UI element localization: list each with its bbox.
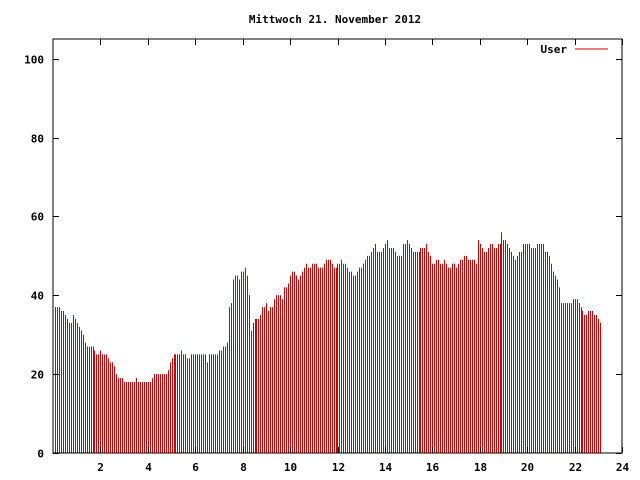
x-axis: 2 4 6 8 10 12 14 16 18 20 22 24 [97, 39, 629, 474]
plot-frame [52, 38, 623, 454]
x-tick-label: 16 [426, 461, 440, 474]
x-tick-label: 18 [474, 461, 487, 474]
bars-group [55, 232, 601, 453]
y-axis: 0 20 40 60 80 100 [24, 54, 622, 461]
y-tick-label: 80 [31, 133, 44, 146]
x-tick-label: 4 [145, 461, 152, 474]
x-tick-label: 22 [569, 461, 582, 474]
y-tick-label: 20 [31, 369, 44, 382]
x-tick-label: 24 [616, 461, 630, 474]
x-tick-label: 2 [97, 461, 104, 474]
y-tick-label: 60 [31, 211, 44, 224]
legend-label: User [541, 43, 568, 56]
x-tick-label: 8 [240, 461, 247, 474]
x-tick-label: 6 [192, 461, 199, 474]
chart-title: Mittwoch 21. November 2012 [249, 13, 421, 26]
y-tick-label: 40 [31, 290, 44, 303]
y-tick-label: 0 [37, 448, 44, 461]
x-tick-label: 12 [332, 461, 345, 474]
x-tick-label: 14 [379, 461, 393, 474]
y-tick-label: 100 [24, 54, 44, 67]
x-tick-label: 10 [284, 461, 297, 474]
legend: User [541, 43, 608, 56]
x-tick-label: 20 [521, 461, 534, 474]
